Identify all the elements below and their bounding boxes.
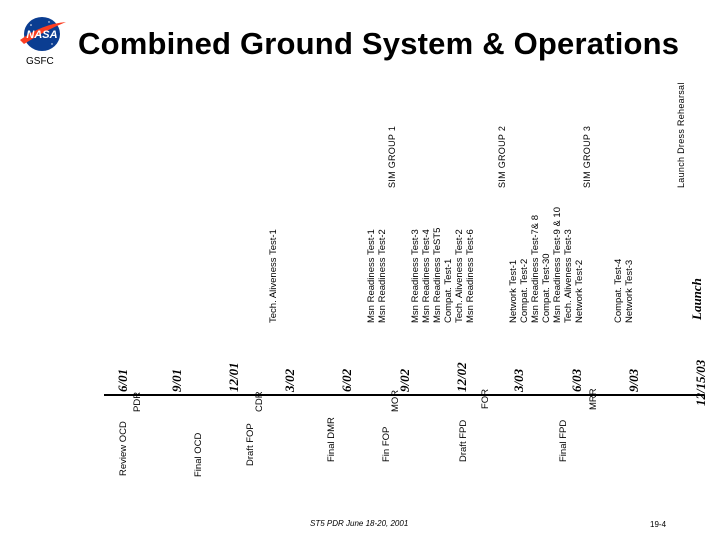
page-number: 19-4	[650, 520, 667, 529]
milestone-label: MRR	[588, 388, 599, 410]
date-label: 12/01	[226, 362, 241, 392]
event-label: Compat. Test-2	[519, 258, 530, 323]
milestone-label: MOR	[390, 389, 401, 412]
event-group: Compat. Test-4 Network Test-3	[613, 259, 635, 323]
event-group: Msn Readiness Test-3 Msn Readiness Test-…	[410, 228, 476, 323]
event-label: Tech. Aliveness Test-2	[454, 229, 465, 323]
event-label: Tech. Aliveness Test-1	[268, 229, 279, 323]
date-label: 3/03	[511, 368, 526, 392]
milestone-label: Final FPD	[558, 419, 569, 462]
milestone-label: PDR	[132, 391, 143, 412]
event-label: Network Test-1	[508, 259, 519, 323]
date-label: 12/02	[454, 362, 469, 392]
launch-label: Launch	[689, 278, 704, 320]
milestone-label: FOR	[480, 388, 491, 409]
milestone-label: Draft FPD	[458, 419, 469, 462]
milestone-label: Draft FOP	[245, 423, 256, 466]
milestone-label: CDR	[254, 391, 265, 412]
event-label: Compat. Test-1	[443, 258, 454, 323]
event-label: Msn Readiness Test-3	[410, 229, 421, 323]
sim-group-label: SIM GROUP 3	[582, 125, 592, 188]
event-label: Tech. Aliveness Test-3	[563, 229, 574, 323]
sim-group-label: SIM GROUP 2	[497, 125, 507, 188]
event-label: Msn Readiness Test-1	[366, 229, 377, 323]
event-label: Msn Readiness TeST5	[432, 227, 443, 323]
event-label: Msn Readiness Test-6	[465, 229, 476, 323]
timeline-axis	[104, 394, 704, 396]
page-title: Combined Ground System & Operations	[78, 26, 680, 61]
date-label: 9/01	[169, 368, 184, 392]
event-label: Compat. Test-4	[613, 258, 624, 323]
milestone-label: Final DMR	[326, 417, 337, 462]
milestone-label: Final OCD	[193, 432, 204, 477]
event-label: Msn Readiness Test-2	[377, 229, 388, 323]
nasa-logo-icon: NASA	[16, 14, 68, 54]
milestone-label: Review OCD	[118, 421, 129, 476]
milestone-label: Fin FOP	[381, 426, 392, 462]
footer-note: ST5 PDR June 18-20, 2001	[310, 519, 409, 528]
event-label: Network Test-2	[574, 259, 585, 323]
date-label: 6/01	[115, 368, 130, 392]
date-label: 12/15/03	[693, 359, 708, 406]
event-group: Network Test-1 Compat. Test-2 Msn Readin…	[508, 207, 585, 323]
logo-text: NASA	[26, 29, 57, 41]
sim-group-label: SIM GROUP 1	[387, 125, 397, 188]
date-label: 9/03	[626, 368, 641, 392]
date-label: 3/02	[282, 368, 297, 392]
event-label: Compat. Test-30	[541, 253, 552, 323]
date-label: 6/03	[569, 368, 584, 392]
org-label: GSFC	[26, 56, 54, 67]
date-label: 9/02	[397, 368, 412, 392]
sim-group-label: Launch Dress Rehearsal	[676, 82, 686, 188]
event-label: Msn Readiness Test-7& 8	[530, 214, 541, 323]
date-label: 6/02	[339, 368, 354, 392]
event-label: Msn Readiness Test-9 & 10	[552, 207, 563, 323]
event-label: Network Test-3	[624, 259, 635, 323]
event-group: Msn Readiness Test-1 Msn Readiness Test-…	[366, 229, 388, 323]
event-label: Msn Readiness Test-4	[421, 229, 432, 323]
